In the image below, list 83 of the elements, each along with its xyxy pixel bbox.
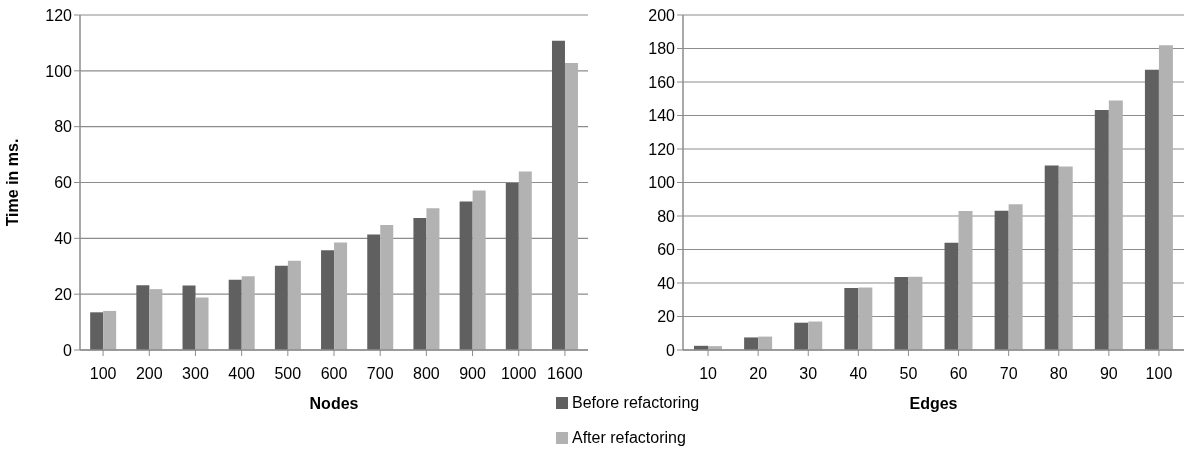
y-tick-label: 200	[648, 6, 676, 24]
bar	[472, 190, 486, 350]
bar	[413, 217, 427, 350]
bar	[551, 40, 565, 350]
y-tick-label: 60	[657, 241, 676, 259]
y-tick-label: 60	[54, 174, 73, 192]
bar	[103, 310, 117, 350]
bar	[274, 265, 288, 350]
bar	[321, 250, 335, 350]
x-tick-label: 90	[1099, 365, 1118, 383]
x-tick-label: 70	[999, 365, 1018, 383]
bar	[944, 242, 959, 350]
y-tick-label: 0	[63, 341, 73, 359]
x-tick-label: 400	[228, 365, 256, 383]
y-tick-label: 120	[648, 140, 676, 158]
x-tick-label: 60	[949, 365, 968, 383]
x-tick-label: 40	[849, 365, 868, 383]
y-tick-label: 20	[657, 308, 676, 326]
legend-label: After refactoring	[572, 428, 686, 447]
y-tick-label: 160	[648, 73, 676, 91]
x-tick-label: 80	[1049, 365, 1068, 383]
bar	[426, 208, 440, 350]
y-tick-label: 100	[45, 62, 73, 80]
legend-label: Before refactoring	[572, 393, 700, 412]
bar	[1094, 109, 1109, 350]
bar	[149, 289, 163, 350]
x-axis-title: Nodes	[309, 395, 359, 413]
x-tick-label: 200	[135, 365, 163, 383]
bar	[380, 224, 394, 350]
bar	[1044, 165, 1059, 350]
x-tick-label: 900	[459, 365, 486, 383]
bar	[1144, 69, 1159, 350]
bar	[994, 210, 1009, 350]
bar	[1058, 166, 1073, 350]
bar	[858, 287, 873, 350]
y-tick-label: 80	[54, 118, 73, 136]
x-tick-label: 50	[899, 365, 918, 383]
bar	[808, 321, 823, 350]
bar	[367, 234, 381, 350]
x-tick-label: 20	[749, 365, 768, 383]
y-tick-label: 140	[648, 107, 676, 125]
x-tick-label: 30	[799, 365, 818, 383]
y-axis-title: Time in ms.	[3, 138, 21, 227]
y-tick-label: 0	[666, 341, 676, 359]
bar	[744, 337, 759, 350]
bar	[958, 210, 973, 350]
bar	[1108, 100, 1123, 350]
bar	[287, 260, 301, 350]
bar	[1008, 204, 1023, 350]
bar	[844, 288, 859, 350]
bar	[241, 276, 255, 350]
bar	[794, 322, 809, 350]
bar	[459, 201, 473, 350]
x-tick-label: 600	[320, 365, 348, 383]
bar	[136, 285, 150, 350]
y-tick-label: 180	[648, 40, 676, 58]
x-axis-title: Edges	[909, 395, 958, 413]
x-tick-label: 700	[366, 365, 394, 383]
bar	[908, 276, 923, 350]
x-tick-label: 300	[182, 365, 209, 383]
x-tick-label: 10	[699, 365, 718, 383]
y-tick-label: 80	[657, 207, 676, 225]
y-tick-label: 40	[657, 274, 676, 292]
y-tick-label: 100	[648, 174, 676, 192]
x-tick-label: 1600	[547, 365, 583, 383]
bar	[564, 63, 578, 350]
y-tick-label: 40	[54, 230, 73, 248]
bar	[505, 183, 519, 350]
y-tick-label: 120	[45, 6, 73, 24]
x-tick-label: 800	[413, 365, 440, 383]
y-tick-label: 20	[54, 285, 73, 303]
bar	[195, 297, 209, 350]
x-tick-label: 100	[1145, 365, 1173, 383]
x-tick-label: 500	[274, 365, 302, 383]
bar	[182, 285, 196, 350]
x-tick-label: 100	[89, 365, 117, 383]
bar	[334, 242, 348, 350]
bar	[894, 276, 909, 350]
bar	[1158, 45, 1173, 350]
bar	[518, 171, 532, 350]
bar	[90, 312, 104, 350]
bar	[228, 279, 242, 350]
x-tick-label: 1000	[500, 365, 537, 383]
